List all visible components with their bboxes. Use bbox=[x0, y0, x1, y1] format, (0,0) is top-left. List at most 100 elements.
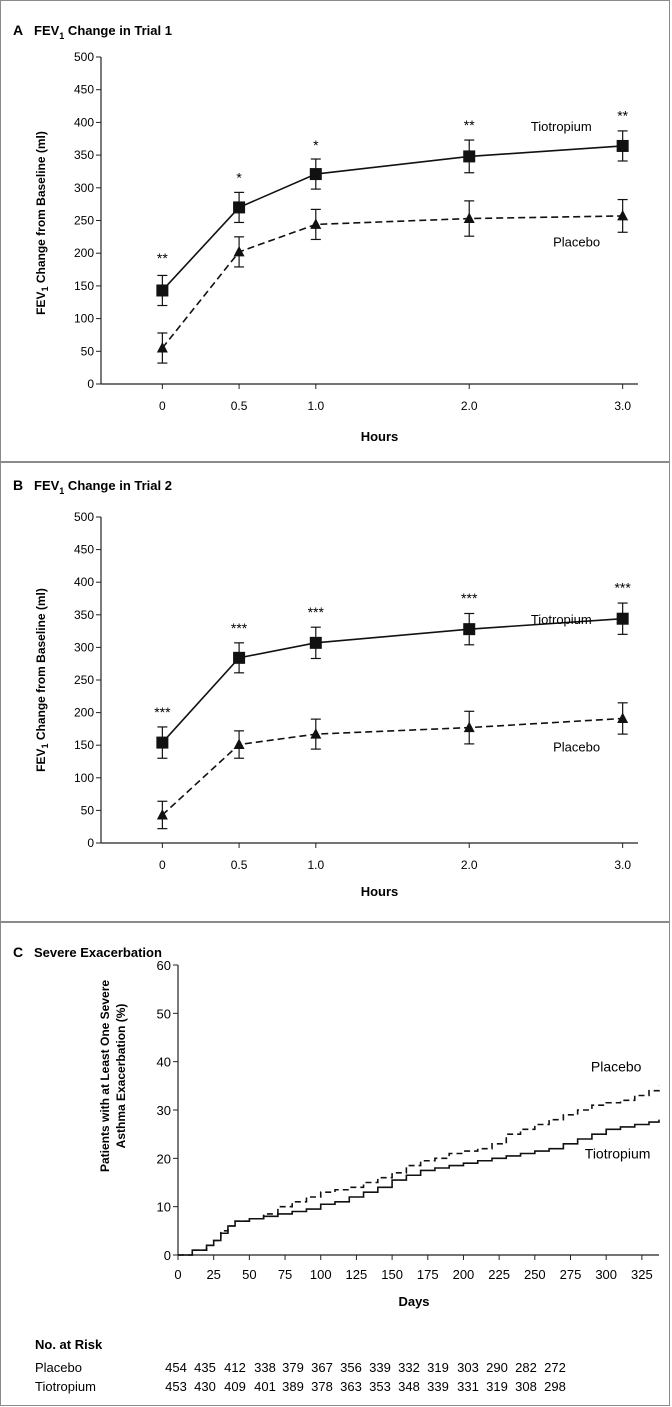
risk-value: 363 bbox=[340, 1379, 362, 1394]
y-tick-label: 50 bbox=[157, 1006, 171, 1021]
risk-value: 389 bbox=[282, 1379, 304, 1394]
y-axis-label: FEV1 Change from Baseline (ml) bbox=[34, 588, 50, 772]
risk-value: 378 bbox=[311, 1379, 333, 1394]
x-tick-label: 3.0 bbox=[614, 399, 631, 413]
x-tick-label: 75 bbox=[278, 1267, 292, 1282]
x-tick-label: 0.5 bbox=[231, 399, 248, 413]
y-tick-label: 0 bbox=[87, 836, 94, 850]
data-point-placebo bbox=[233, 245, 245, 257]
x-axis-label: Hours bbox=[361, 429, 399, 444]
y-tick-label: 200 bbox=[74, 706, 94, 720]
series-label: Tiotropium bbox=[585, 1145, 651, 1161]
y-tick-label: 100 bbox=[74, 312, 94, 326]
chart-a: A FEV1 Change in Trial 1 FEV1 Change fro… bbox=[13, 22, 638, 444]
risk-row-label: Tiotropium bbox=[35, 1379, 96, 1394]
y-tick-label: 0 bbox=[164, 1248, 171, 1263]
data-point-placebo bbox=[463, 721, 475, 733]
data-point-tiotropium bbox=[463, 150, 476, 163]
panel-b: B FEV1 Change in Trial 2 FEV1 Change fro… bbox=[0, 462, 670, 922]
y-tick-label: 20 bbox=[157, 1151, 171, 1166]
series-label: Tiotropium bbox=[531, 612, 592, 627]
significance-marker: ** bbox=[617, 107, 628, 123]
x-axis-label: Hours bbox=[361, 884, 399, 899]
y-tick-label: 450 bbox=[74, 543, 94, 557]
x-tick-label: 150 bbox=[381, 1267, 403, 1282]
data-point-placebo bbox=[617, 209, 629, 221]
y-tick-label: 400 bbox=[74, 575, 94, 589]
x-axis-label: Days bbox=[398, 1294, 429, 1309]
x-tick-label: 125 bbox=[346, 1267, 368, 1282]
x-tick-label: 0 bbox=[159, 858, 166, 872]
data-point-placebo bbox=[310, 728, 322, 739]
y-tick-label: 250 bbox=[74, 673, 94, 687]
data-point-tiotropium bbox=[616, 612, 629, 625]
y-tick-label: 250 bbox=[74, 214, 94, 228]
risk-value: 379 bbox=[282, 1360, 304, 1375]
y-tick-label: 350 bbox=[74, 148, 94, 162]
y-tick-label: 40 bbox=[157, 1055, 171, 1070]
risk-value: 348 bbox=[398, 1379, 420, 1394]
data-point-placebo bbox=[156, 342, 168, 353]
risk-table-heading: No. at Risk bbox=[35, 1337, 103, 1352]
series-label: Tiotropium bbox=[531, 119, 592, 134]
risk-value: 298 bbox=[544, 1379, 566, 1394]
risk-value: 319 bbox=[486, 1379, 508, 1394]
risk-row-label: Placebo bbox=[35, 1360, 82, 1375]
y-tick-label: 500 bbox=[74, 50, 94, 64]
risk-value: 412 bbox=[224, 1360, 246, 1375]
y-tick-label: 150 bbox=[74, 738, 94, 752]
chart-c: C Severe Exacerbation Patients with at L… bbox=[13, 944, 660, 1394]
data-point-tiotropium bbox=[156, 284, 169, 297]
significance-marker: *** bbox=[308, 604, 325, 620]
risk-value: 401 bbox=[254, 1379, 276, 1394]
panel-c: C Severe Exacerbation Patients with at L… bbox=[0, 922, 670, 1406]
x-tick-label: 0 bbox=[174, 1267, 181, 1282]
series-label: Placebo bbox=[553, 235, 600, 250]
data-point-placebo bbox=[617, 712, 629, 723]
series-line-placebo bbox=[161, 717, 623, 816]
risk-value: 430 bbox=[194, 1379, 216, 1394]
x-tick-label: 300 bbox=[595, 1267, 617, 1282]
x-tick-label: 3.0 bbox=[614, 858, 631, 872]
series-label: Placebo bbox=[553, 740, 600, 755]
series-line-tiotropium bbox=[178, 1119, 660, 1256]
y-tick-label: 50 bbox=[81, 344, 95, 358]
x-tick-label: 250 bbox=[524, 1267, 546, 1282]
y-axis-label-line1: Patients with at Least One Severe bbox=[98, 980, 112, 1172]
risk-value: 339 bbox=[369, 1360, 391, 1375]
data-point-tiotropium bbox=[233, 651, 246, 664]
y-tick-label: 450 bbox=[74, 83, 94, 97]
risk-value: 319 bbox=[427, 1360, 449, 1375]
x-tick-label: 0.5 bbox=[231, 858, 248, 872]
series-line-tiotropium bbox=[161, 145, 623, 292]
y-tick-label: 150 bbox=[74, 279, 94, 293]
data-point-placebo bbox=[310, 218, 322, 229]
x-tick-label: 1.0 bbox=[307, 399, 324, 413]
x-tick-label: 2.0 bbox=[461, 399, 478, 413]
y-tick-label: 300 bbox=[74, 181, 94, 195]
panel-letter: A bbox=[13, 22, 23, 38]
series-line-tiotropium bbox=[161, 617, 623, 744]
data-point-placebo bbox=[233, 738, 245, 750]
risk-value: 338 bbox=[254, 1360, 276, 1375]
y-tick-label: 100 bbox=[74, 771, 94, 785]
panel-title: FEV1 Change in Trial 2 bbox=[34, 478, 172, 496]
y-tick-label: 500 bbox=[74, 510, 94, 524]
x-tick-label: 275 bbox=[560, 1267, 582, 1282]
data-point-tiotropium bbox=[309, 168, 322, 181]
risk-value: 353 bbox=[369, 1379, 391, 1394]
data-point-placebo bbox=[156, 808, 168, 820]
y-tick-label: 200 bbox=[74, 246, 94, 260]
y-tick-label: 60 bbox=[157, 958, 171, 973]
x-tick-label: 225 bbox=[488, 1267, 510, 1282]
risk-table: Placebo 454 435 412 338 379 367 356 339 332 319 303… bbox=[35, 1360, 566, 1394]
y-tick-label: 10 bbox=[157, 1200, 171, 1215]
x-tick-label: 0 bbox=[159, 399, 166, 413]
significance-marker: *** bbox=[154, 704, 171, 720]
data-point-tiotropium bbox=[309, 636, 322, 649]
data-point-tiotropium bbox=[616, 139, 629, 152]
y-tick-label: 350 bbox=[74, 608, 94, 622]
data-point-placebo bbox=[463, 212, 475, 224]
y-tick-label: 400 bbox=[74, 115, 94, 129]
risk-value: 303 bbox=[457, 1360, 479, 1375]
